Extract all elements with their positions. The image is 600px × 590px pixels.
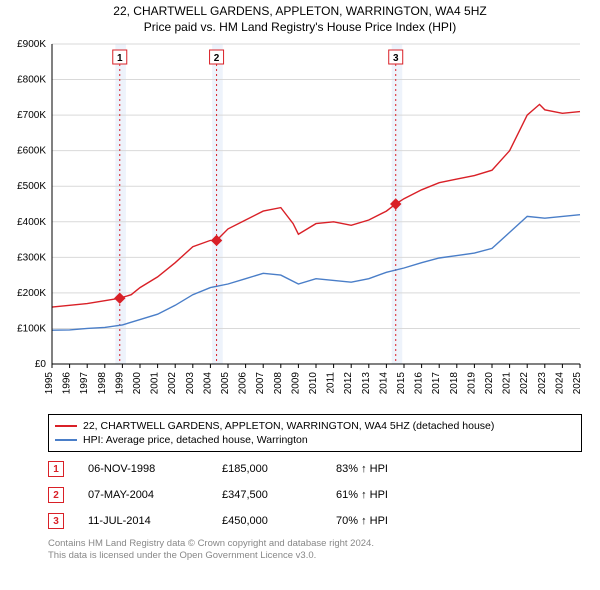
svg-text:£700K: £700K [17, 110, 46, 121]
svg-text:2005: 2005 [220, 372, 231, 395]
svg-text:£800K: £800K [17, 75, 46, 86]
transactions-table: 1 06-NOV-1998 £185,000 83% ↑ HPI 2 07-MA… [48, 456, 582, 534]
svg-text:£100K: £100K [17, 323, 46, 334]
footer: Contains HM Land Registry data © Crown c… [48, 538, 582, 563]
legend-item: 22, CHARTWELL GARDENS, APPLETON, WARRING… [55, 419, 575, 433]
svg-text:2011: 2011 [326, 372, 337, 394]
svg-text:£0: £0 [35, 359, 47, 370]
chart: £0 £100K £200K £300K £400K £500K £600K £700K £80… [0, 36, 600, 406]
title-line2: Price paid vs. HM Land Registry's House … [0, 20, 600, 34]
svg-text:£500K: £500K [17, 181, 46, 192]
tx-price: £185,000 [222, 463, 312, 475]
svg-text:2022: 2022 [519, 372, 530, 395]
svg-text:2024: 2024 [554, 372, 565, 395]
legend-label: 22, CHARTWELL GARDENS, APPLETON, WARRING… [83, 420, 494, 432]
table-row: 1 06-NOV-1998 £185,000 83% ↑ HPI [48, 456, 582, 482]
table-row: 2 07-MAY-2004 £347,500 61% ↑ HPI [48, 482, 582, 508]
svg-text:2010: 2010 [308, 372, 319, 395]
legend-label: HPI: Average price, detached house, Warr… [83, 434, 308, 446]
svg-text:2020: 2020 [484, 372, 495, 395]
svg-text:2017: 2017 [431, 372, 442, 395]
tx-price: £450,000 [222, 515, 312, 527]
tx-pct: 70% ↑ HPI [336, 515, 388, 527]
footer-line1: Contains HM Land Registry data © Crown c… [48, 538, 582, 550]
legend-swatch [55, 425, 77, 427]
svg-text:2008: 2008 [273, 372, 284, 395]
tx-pct: 83% ↑ HPI [336, 463, 388, 475]
tx-price: £347,500 [222, 489, 312, 501]
svg-text:3: 3 [393, 53, 399, 64]
svg-text:£600K: £600K [17, 146, 46, 157]
svg-text:2018: 2018 [449, 372, 460, 395]
svg-text:2003: 2003 [185, 372, 196, 395]
svg-text:2019: 2019 [466, 372, 477, 395]
svg-text:2015: 2015 [396, 372, 407, 395]
tx-marker: 3 [48, 513, 64, 529]
svg-text:2006: 2006 [238, 372, 249, 395]
tx-date: 11-JUL-2014 [88, 515, 198, 527]
svg-text:1997: 1997 [79, 372, 90, 395]
svg-text:£300K: £300K [17, 252, 46, 263]
svg-text:£200K: £200K [17, 288, 46, 299]
svg-text:2007: 2007 [255, 372, 266, 395]
svg-text:1995: 1995 [44, 372, 55, 395]
svg-text:1999: 1999 [114, 372, 125, 395]
svg-text:1998: 1998 [97, 372, 108, 395]
svg-text:2016: 2016 [414, 372, 425, 395]
svg-text:2000: 2000 [132, 372, 143, 395]
tx-marker: 1 [48, 461, 64, 477]
tx-pct: 61% ↑ HPI [336, 489, 388, 501]
svg-text:2014: 2014 [378, 372, 389, 395]
svg-text:£900K: £900K [17, 39, 46, 50]
chart-svg: £0 £100K £200K £300K £400K £500K £600K £700K £80… [0, 36, 600, 406]
svg-text:2021: 2021 [502, 372, 513, 395]
tx-date: 07-MAY-2004 [88, 489, 198, 501]
svg-text:2009: 2009 [290, 372, 301, 395]
footer-line2: This data is licensed under the Open Gov… [48, 550, 582, 562]
svg-text:2: 2 [214, 53, 220, 64]
tx-marker: 2 [48, 487, 64, 503]
table-row: 3 11-JUL-2014 £450,000 70% ↑ HPI [48, 508, 582, 534]
legend: 22, CHARTWELL GARDENS, APPLETON, WARRING… [48, 414, 582, 452]
tx-date: 06-NOV-1998 [88, 463, 198, 475]
svg-text:1: 1 [117, 53, 123, 64]
title-block: 22, CHARTWELL GARDENS, APPLETON, WARRING… [0, 0, 600, 36]
chart-container: 22, CHARTWELL GARDENS, APPLETON, WARRING… [0, 0, 600, 563]
svg-text:2001: 2001 [150, 372, 161, 395]
svg-text:£400K: £400K [17, 217, 46, 228]
svg-text:2023: 2023 [537, 372, 548, 395]
svg-text:1996: 1996 [62, 372, 73, 395]
svg-text:2012: 2012 [343, 372, 354, 395]
svg-text:2004: 2004 [202, 372, 213, 395]
title-line1: 22, CHARTWELL GARDENS, APPLETON, WARRING… [0, 4, 600, 18]
svg-text:2025: 2025 [572, 372, 583, 395]
svg-text:2002: 2002 [167, 372, 178, 395]
svg-text:2013: 2013 [361, 372, 372, 395]
legend-item: HPI: Average price, detached house, Warr… [55, 433, 575, 447]
legend-swatch [55, 439, 77, 441]
